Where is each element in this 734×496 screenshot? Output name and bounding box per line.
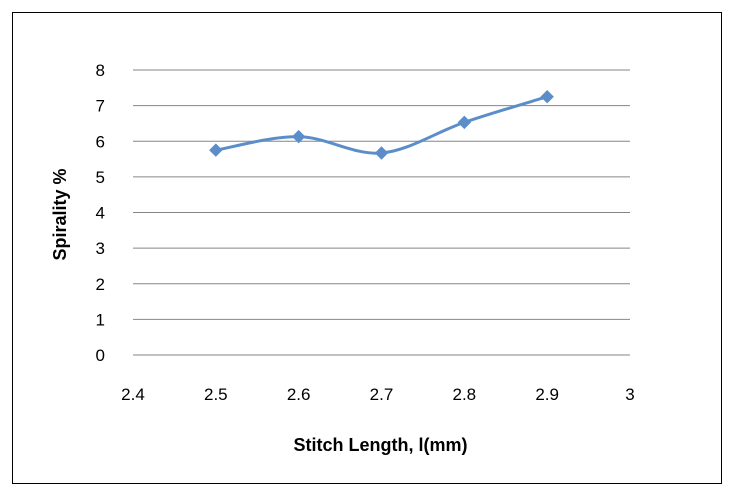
data-point-marker [209,143,223,157]
y-tick-label: 0 [96,346,105,365]
x-tick-label: 2.7 [370,385,394,404]
y-tick-label: 6 [96,132,105,151]
x-axis-title: Stitch Length, l(mm) [294,435,468,455]
x-tick-label: 2.5 [204,385,228,404]
x-tick-label: 3 [625,385,634,404]
y-tick-label: 3 [96,239,105,258]
y-tick-labels: 0 1 2 3 4 5 6 7 8 [96,61,105,365]
x-tick-label: 2.6 [287,385,311,404]
y-tick-label: 5 [96,168,105,187]
x-tick-label: 2.8 [453,385,477,404]
x-tick-label: 2.9 [535,385,559,404]
data-point-marker [374,146,389,160]
series-layer [209,90,554,160]
gridlines [133,69,630,320]
y-tick-label: 4 [96,204,105,223]
x-tick-labels: 2.4 2.5 2.6 2.7 2.8 2.9 3 [121,385,635,404]
y-tick-label: 8 [96,61,105,80]
y-tick-label: 7 [96,97,105,116]
data-point-marker [540,90,554,104]
y-axis-title: Spirality % [50,168,70,260]
y-tick-label: 2 [96,275,105,294]
data-point-marker [291,129,306,144]
data-point-marker [457,115,472,130]
x-tick-label: 2.4 [121,385,145,404]
y-tick-label: 1 [96,310,105,329]
